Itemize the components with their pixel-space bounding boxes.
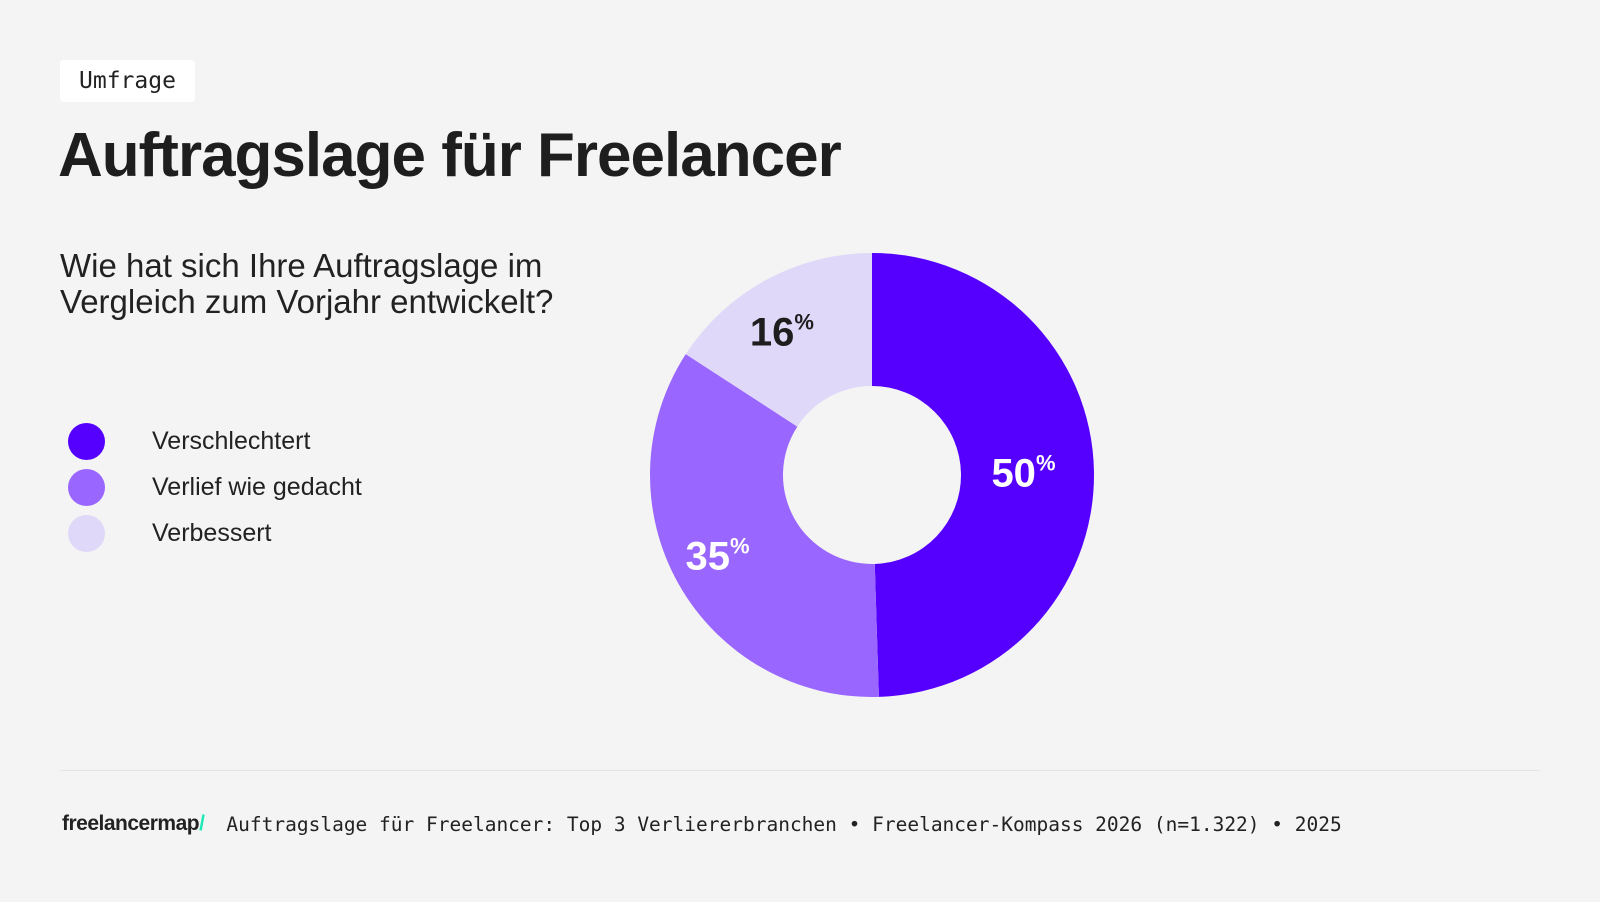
source-note: Auftragslage für Freelancer: Top 3 Verli…	[226, 812, 1342, 836]
category-tag: Umfrage	[60, 60, 195, 102]
chart-subtitle: Wie hat sich Ihre Auftragslage im Vergle…	[60, 247, 554, 320]
legend-label: Verschlechtert	[152, 426, 311, 455]
legend-label: Verlief wie gedacht	[152, 472, 362, 501]
page-title: Auftragslage für Freelancer	[58, 121, 842, 190]
footer: freelancermap/ Auftragslage für Freelanc…	[62, 812, 1342, 836]
freelancermap-logo: freelancermap/	[62, 812, 205, 836]
legend-label: Verbessert	[152, 518, 272, 547]
legend-swatch	[68, 422, 105, 460]
footer-divider	[60, 770, 1540, 771]
legend-item-wie-gedacht: Verlief wie gedacht	[68, 464, 362, 510]
donut-slice-1	[872, 252, 1095, 697]
logo-text: freelancermap	[62, 812, 200, 835]
data-label-unit: %	[730, 533, 750, 558]
data-label-2: 35%	[686, 533, 750, 578]
data-label-unit: %	[1036, 450, 1056, 475]
legend-swatch	[68, 468, 105, 506]
legend-item-verschlechtert: Verschlechtert	[68, 418, 362, 464]
donut-chart: 50%35%16%	[650, 252, 1095, 698]
logo-slash: /	[199, 812, 205, 835]
legend: Verschlechtert Verlief wie gedacht Verbe…	[68, 418, 362, 556]
legend-swatch	[68, 514, 105, 552]
donut-slice-3	[685, 253, 872, 427]
legend-item-verbessert: Verbessert	[68, 510, 362, 556]
donut-slice-2	[650, 354, 879, 698]
data-label-unit: %	[794, 309, 814, 334]
